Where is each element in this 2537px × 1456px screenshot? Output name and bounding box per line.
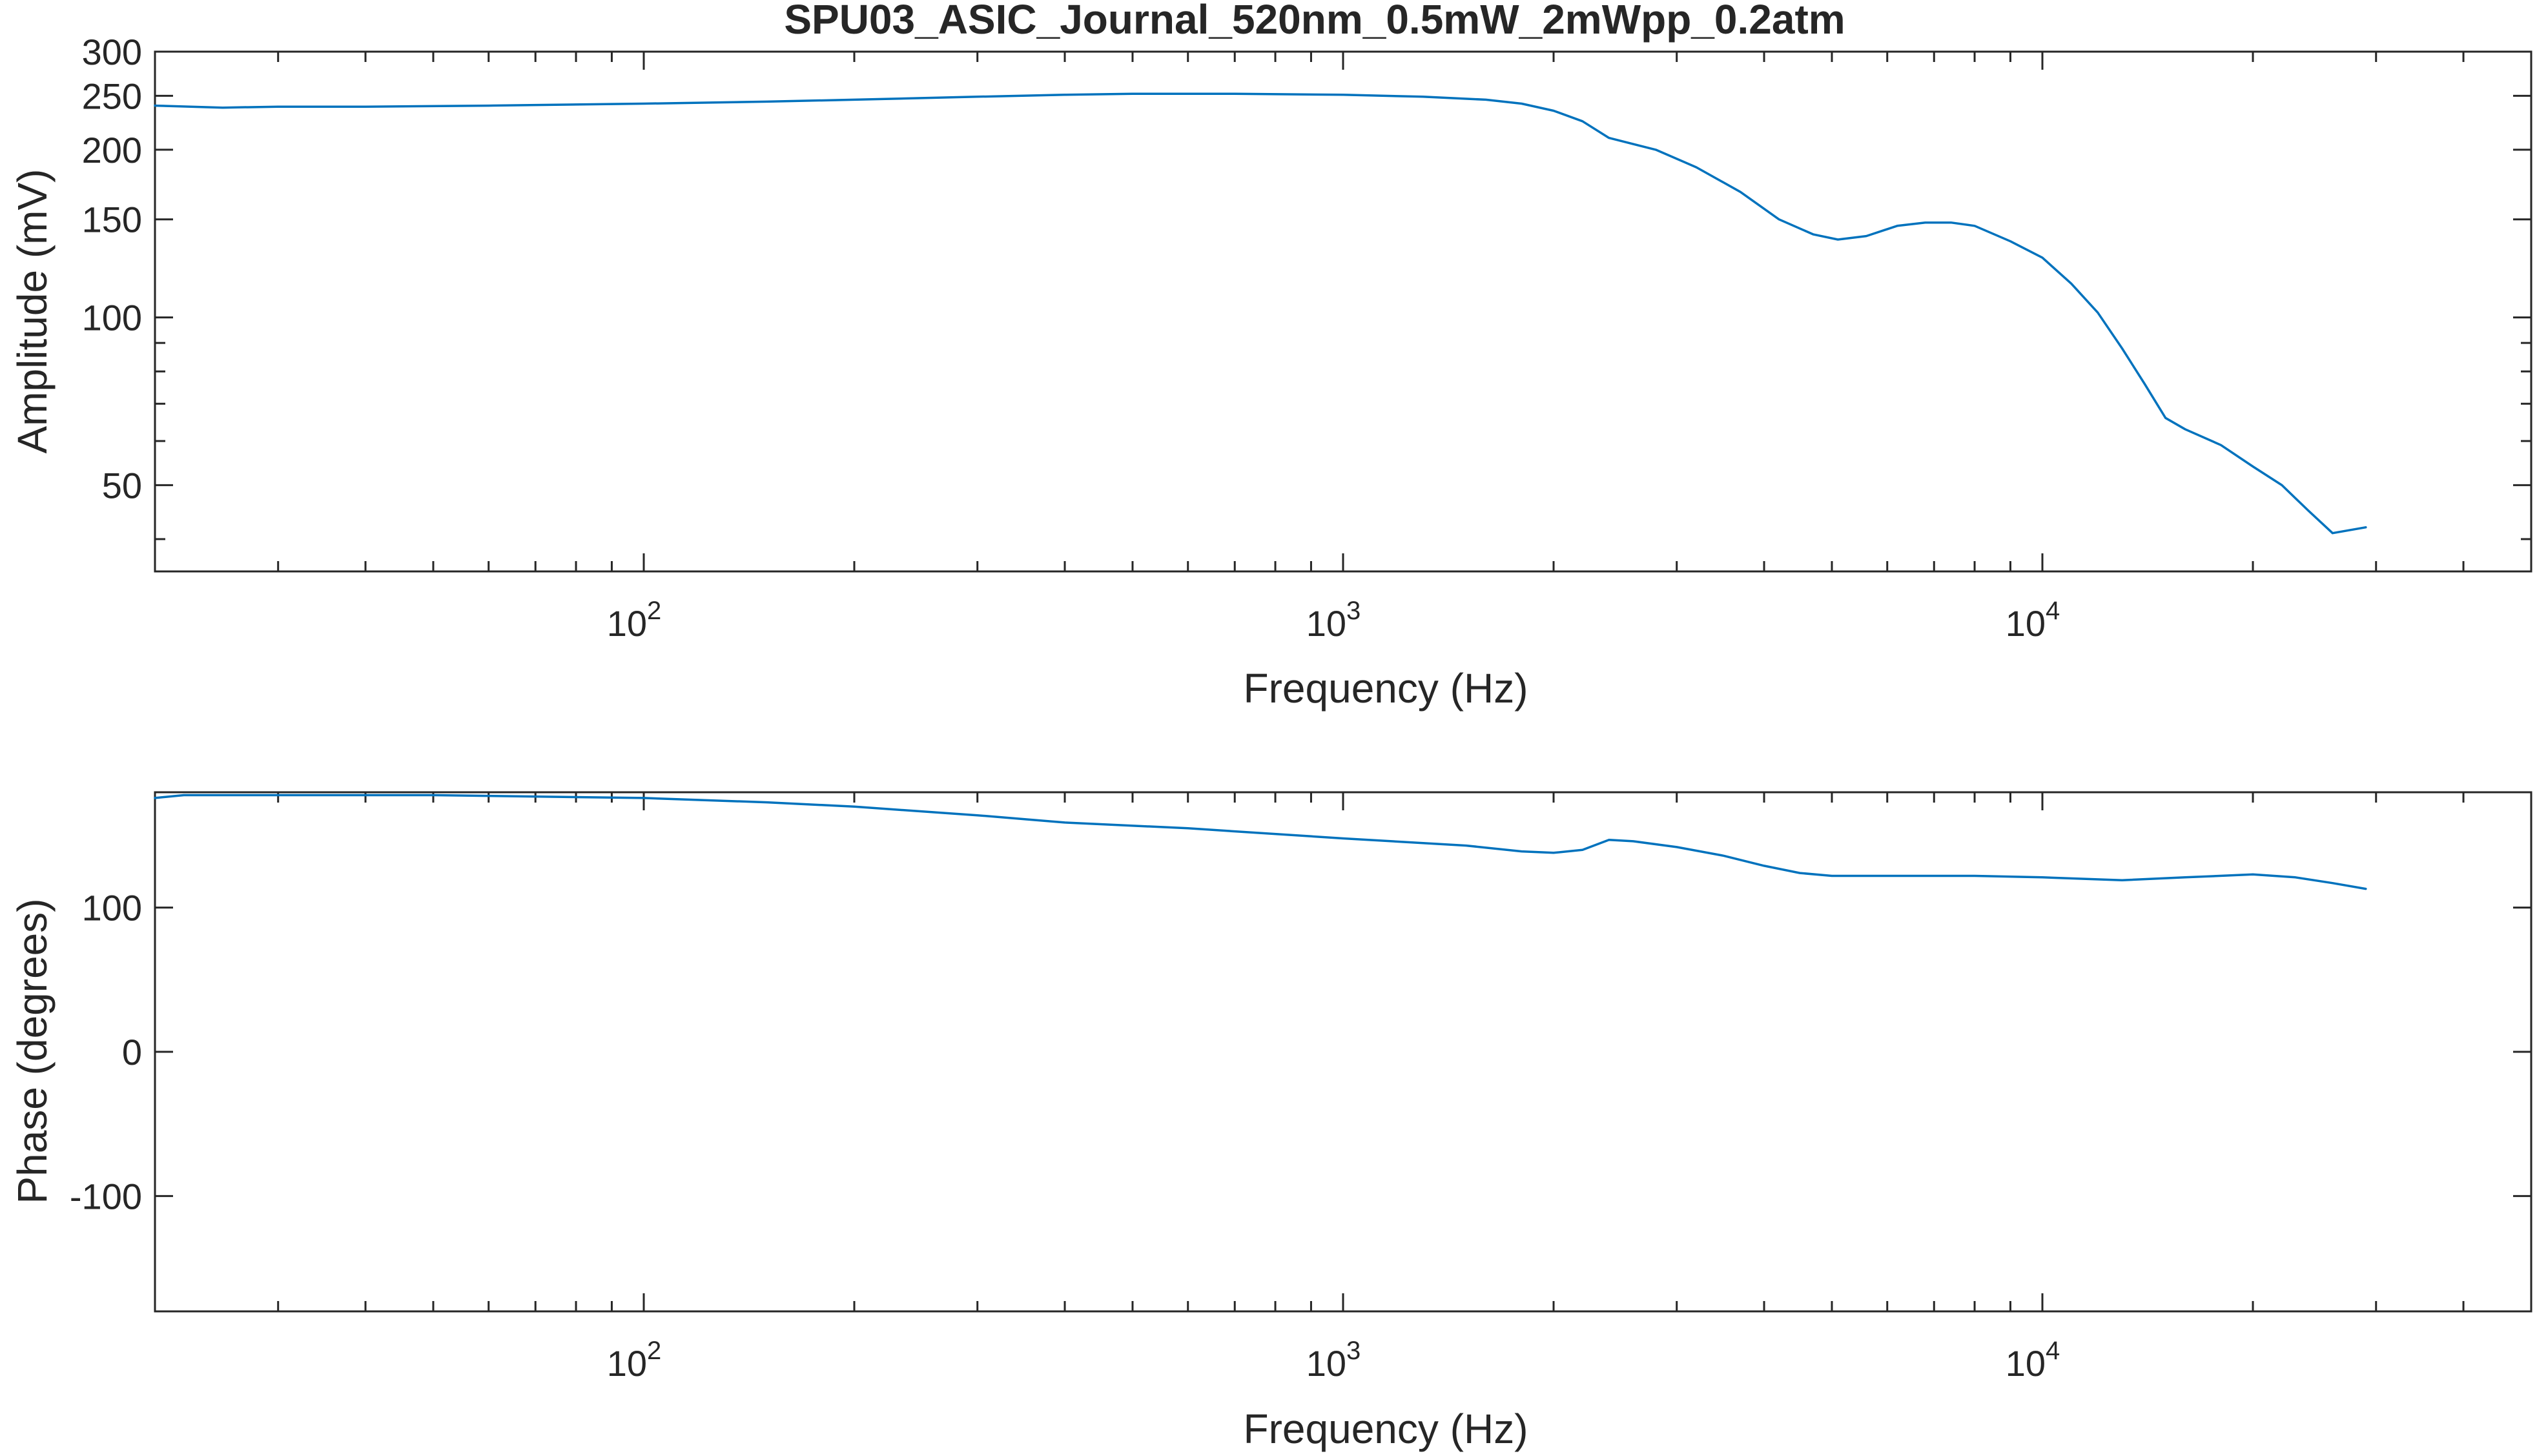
phase-y-axis-label: Phase (degrees) — [9, 898, 56, 1204]
amplitude-series-line — [154, 92, 2367, 535]
phase-x-tick-label: 102 — [607, 1337, 662, 1384]
phase-y-tick-label: 0 — [122, 1032, 142, 1072]
amplitude-y-tick-label: 200 — [82, 130, 142, 170]
phase-subplot: 102 103 104 -100 0 100 Frequency (Hz) Phase (de… — [9, 791, 2532, 1452]
amplitude-x-axis-label: Frequency (Hz) — [1244, 665, 1528, 712]
amplitude-y-tick-label: 250 — [82, 76, 142, 116]
phase-x-tick-label: 103 — [1306, 1337, 1361, 1384]
figure-title: SPU03_ASIC_Journal_520nm_0.5mW_2mWpp_0.2… — [784, 0, 1845, 43]
phase-y-tick-label: -100 — [70, 1176, 142, 1216]
amplitude-x-tick-label: 102 — [607, 597, 662, 644]
phase-x-axis-label: Frequency (Hz) — [1244, 1406, 1528, 1452]
amplitude-y-tick-label: 50 — [102, 465, 142, 506]
amplitude-y-tick-label: 150 — [82, 200, 142, 240]
amplitude-y-tick-label: 100 — [82, 298, 142, 338]
phase-series-line — [154, 794, 2367, 890]
amplitude-y-tick-label: 300 — [82, 32, 142, 72]
amplitude-y-axis-label: Amplitude (mV) — [9, 169, 56, 454]
phase-x-tick-label: 104 — [2006, 1337, 2060, 1384]
amplitude-x-tick-label: 103 — [1306, 597, 1361, 644]
phase-y-tick-label: 100 — [82, 888, 142, 928]
amplitude-x-tick-label: 104 — [2006, 597, 2060, 644]
